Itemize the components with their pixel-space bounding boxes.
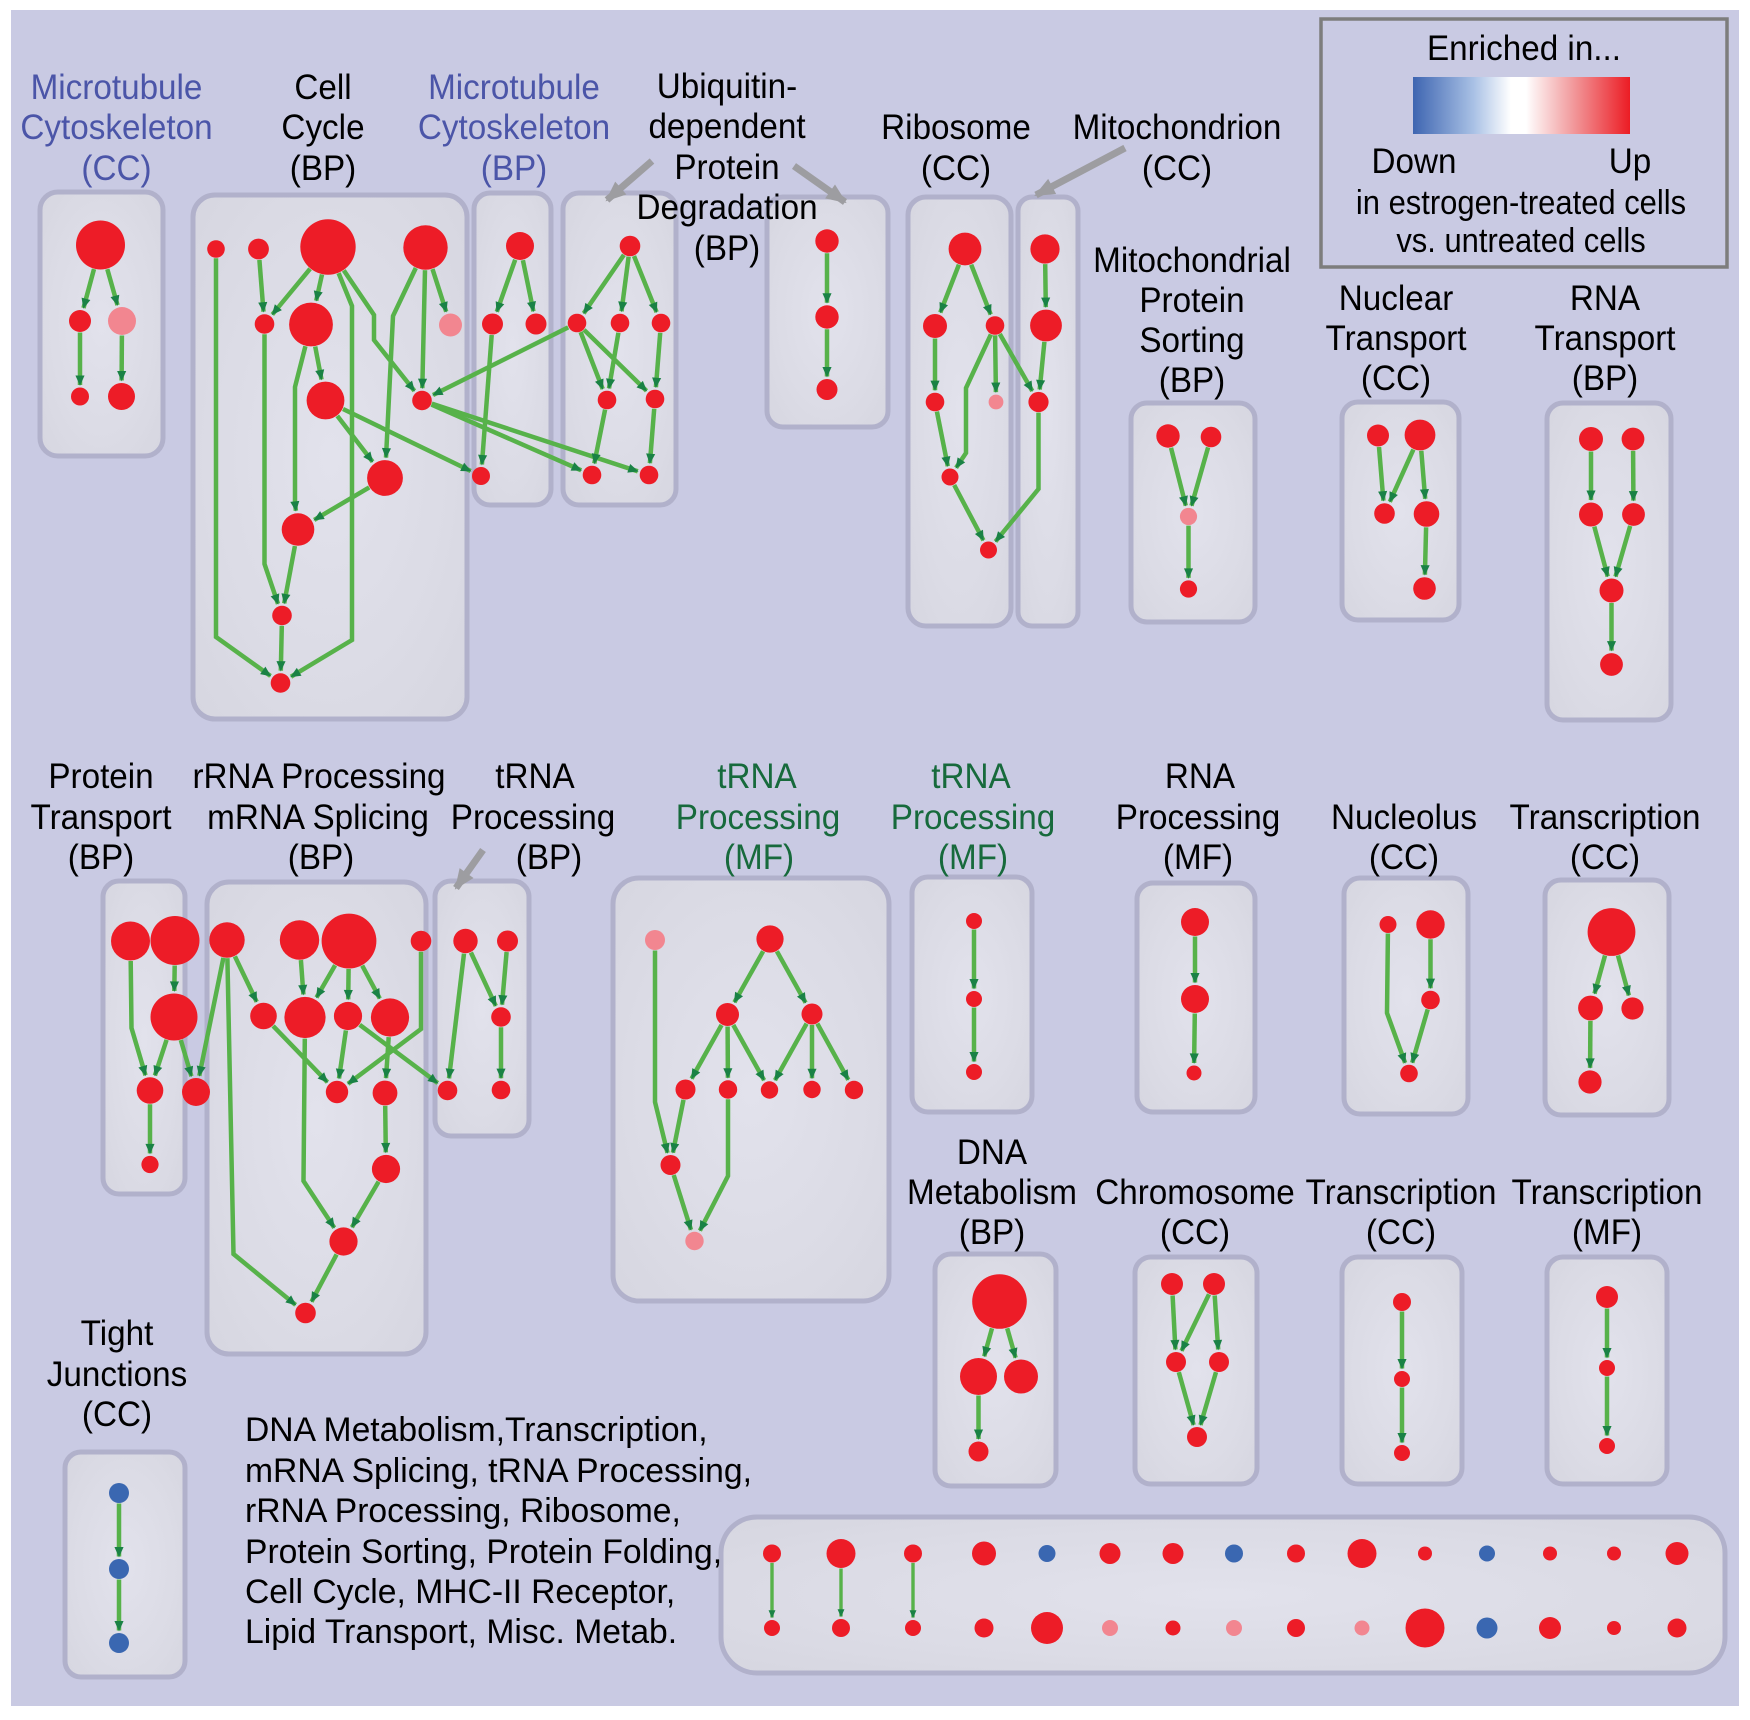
svg-text:Enriched in...: Enriched in... <box>1427 29 1621 68</box>
svg-text:Tight: Tight <box>81 1314 154 1353</box>
svg-text:(CC): (CC) <box>1361 359 1431 398</box>
svg-text:(MF): (MF) <box>1163 838 1233 877</box>
svg-text:Nuclear: Nuclear <box>1339 279 1454 318</box>
svg-text:Nucleolus: Nucleolus <box>1331 798 1477 837</box>
svg-text:Transport: Transport <box>1325 319 1467 358</box>
svg-text:vs. untreated cells: vs. untreated cells <box>1396 222 1645 260</box>
svg-text:(CC): (CC) <box>1369 838 1439 877</box>
svg-text:Protein Sorting, Protein Foldi: Protein Sorting, Protein Folding, <box>245 1533 722 1571</box>
svg-text:rRNA Processing, Ribosome,: rRNA Processing, Ribosome, <box>245 1492 681 1530</box>
svg-text:mRNA Splicing: mRNA Splicing <box>207 798 429 837</box>
svg-text:Mitochondrion: Mitochondrion <box>1073 108 1282 147</box>
svg-text:tRNA: tRNA <box>495 757 575 796</box>
svg-text:Processing: Processing <box>891 798 1055 837</box>
svg-text:Up: Up <box>1609 142 1651 181</box>
svg-text:(BP): (BP) <box>290 149 356 188</box>
svg-text:Junctions: Junctions <box>47 1355 187 1394</box>
svg-text:Mitochondrial: Mitochondrial <box>1093 241 1291 280</box>
svg-text:Degradation: Degradation <box>636 188 817 227</box>
svg-text:Protein: Protein <box>674 148 779 187</box>
svg-text:Processing: Processing <box>451 798 615 837</box>
svg-text:(CC): (CC) <box>921 149 991 188</box>
svg-text:Transport: Transport <box>1534 319 1676 358</box>
svg-text:dependent: dependent <box>648 107 806 146</box>
svg-text:Cell: Cell <box>294 68 351 107</box>
svg-text:RNA: RNA <box>1570 279 1640 318</box>
svg-text:(BP): (BP) <box>481 149 547 188</box>
svg-text:Transcription: Transcription <box>1512 1173 1703 1212</box>
svg-text:Transcription: Transcription <box>1306 1173 1497 1212</box>
svg-text:Processing: Processing <box>1116 798 1280 837</box>
svg-text:(BP): (BP) <box>288 838 354 877</box>
svg-text:(BP): (BP) <box>1159 361 1225 400</box>
svg-text:Transcription: Transcription <box>1510 798 1701 837</box>
svg-text:DNA Metabolism,Transcription,: DNA Metabolism,Transcription, <box>245 1411 708 1449</box>
svg-text:(CC): (CC) <box>1160 1213 1230 1252</box>
svg-text:Processing: Processing <box>676 798 840 837</box>
svg-text:Cycle: Cycle <box>281 108 364 147</box>
svg-text:(CC): (CC) <box>1142 149 1212 188</box>
svg-text:Microtubule: Microtubule <box>428 68 600 107</box>
svg-text:Chromosome: Chromosome <box>1095 1173 1295 1212</box>
svg-text:(BP): (BP) <box>516 838 582 877</box>
svg-text:Cell Cycle, MHC-II Receptor,: Cell Cycle, MHC-II Receptor, <box>245 1573 675 1611</box>
svg-text:Cytoskeleton: Cytoskeleton <box>20 108 212 147</box>
svg-text:(CC): (CC) <box>81 149 151 188</box>
svg-text:Cytoskeleton: Cytoskeleton <box>418 108 610 147</box>
svg-text:Metabolism: Metabolism <box>907 1173 1077 1212</box>
svg-text:(BP): (BP) <box>959 1213 1025 1252</box>
svg-text:Microtubule: Microtubule <box>31 68 203 107</box>
svg-text:RNA: RNA <box>1165 757 1235 796</box>
svg-text:(BP): (BP) <box>1572 359 1638 398</box>
svg-text:(CC): (CC) <box>1366 1213 1436 1252</box>
svg-text:DNA: DNA <box>957 1133 1027 1172</box>
svg-text:(BP): (BP) <box>68 838 134 877</box>
svg-text:Protein: Protein <box>1139 281 1244 320</box>
svg-text:(MF): (MF) <box>1572 1213 1642 1252</box>
svg-text:tRNA: tRNA <box>931 757 1011 796</box>
svg-text:Ribosome: Ribosome <box>881 108 1031 147</box>
svg-text:(MF): (MF) <box>938 838 1008 877</box>
svg-text:Protein: Protein <box>48 757 153 796</box>
svg-text:Ubiquitin-: Ubiquitin- <box>657 67 797 106</box>
svg-text:(CC): (CC) <box>82 1395 152 1434</box>
svg-text:in estrogen-treated cells: in estrogen-treated cells <box>1356 184 1686 222</box>
svg-text:(CC): (CC) <box>1570 838 1640 877</box>
svg-text:tRNA: tRNA <box>717 757 797 796</box>
svg-text:(MF): (MF) <box>724 838 794 877</box>
svg-text:Sorting: Sorting <box>1139 321 1244 360</box>
svg-text:rRNA Processing: rRNA Processing <box>192 757 445 796</box>
svg-text:Transport: Transport <box>30 798 172 837</box>
svg-text:(BP): (BP) <box>694 229 760 268</box>
svg-text:Down: Down <box>1372 142 1457 181</box>
svg-text:mRNA Splicing, tRNA Processing: mRNA Splicing, tRNA Processing, <box>245 1452 752 1490</box>
svg-text:Lipid Transport, Misc. Metab.: Lipid Transport, Misc. Metab. <box>245 1613 677 1651</box>
